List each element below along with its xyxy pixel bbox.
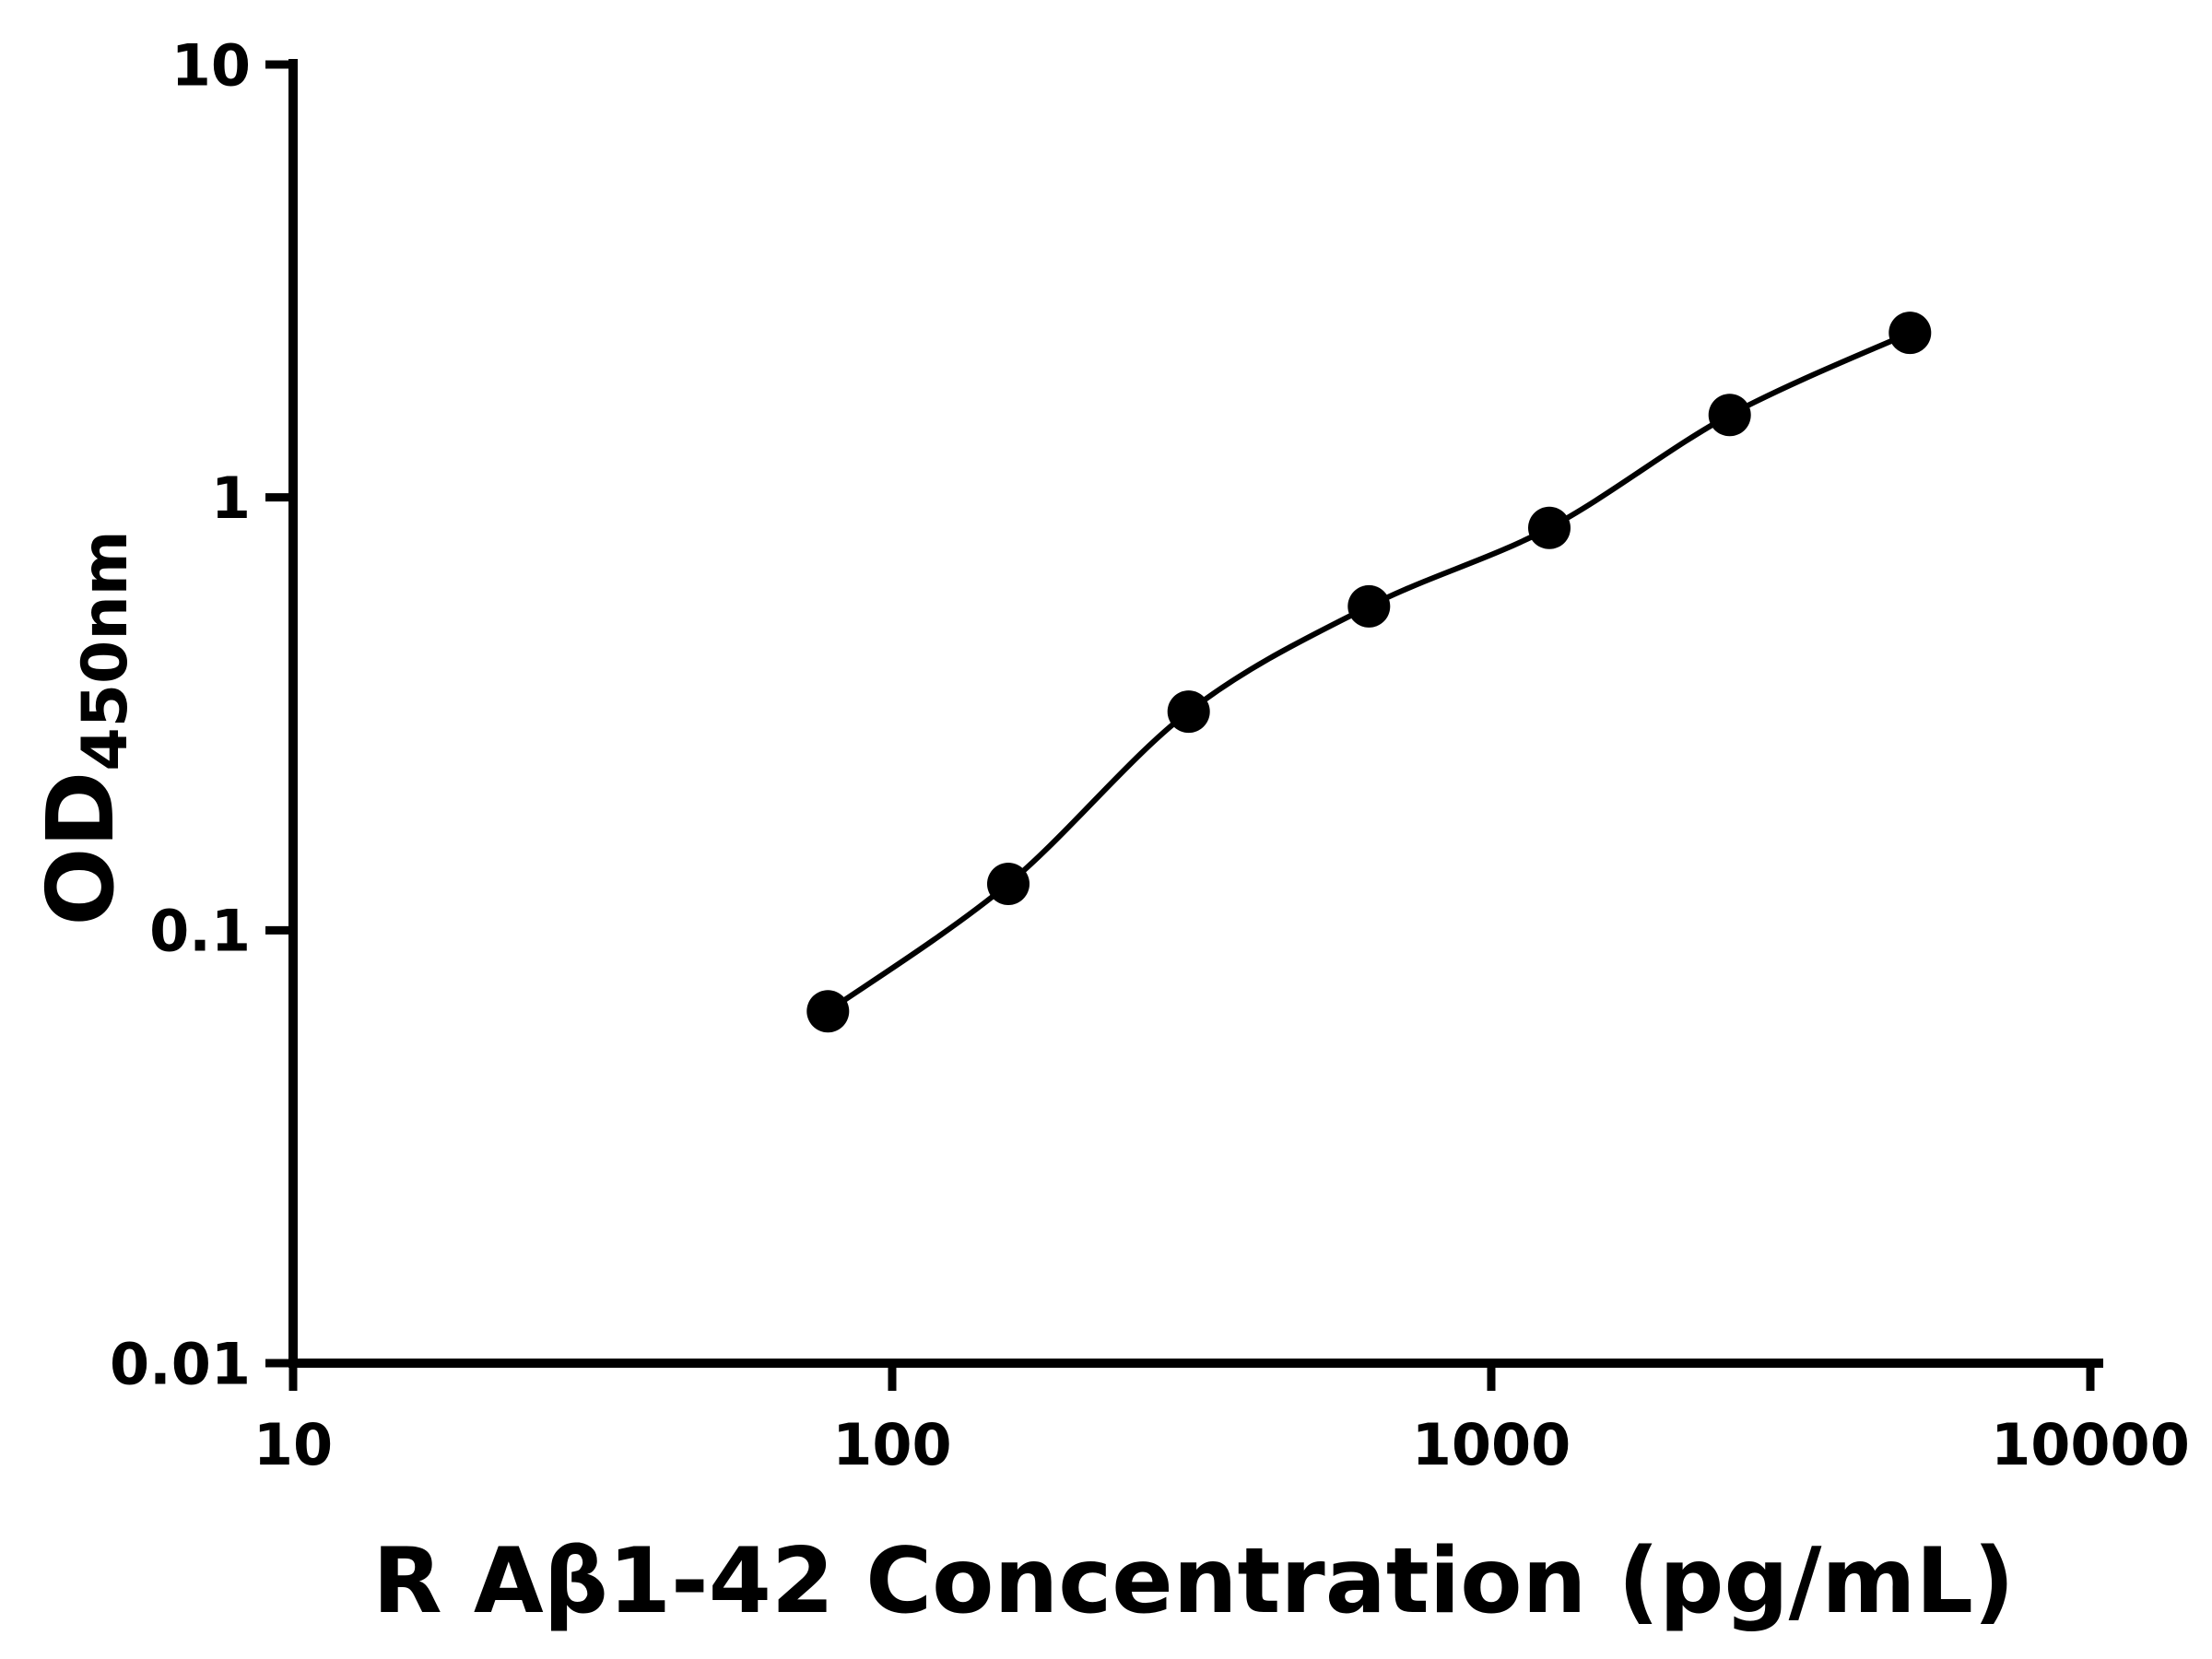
x-tick-label: 10000 bbox=[1991, 1411, 2190, 1478]
x-tick-label: 1000 bbox=[1412, 1411, 1571, 1478]
y-axis-title: OD450nm bbox=[27, 530, 142, 925]
data-point-marker bbox=[1347, 584, 1391, 628]
y-axis-title-subscript: 450nm bbox=[68, 530, 142, 771]
fit-curve bbox=[826, 330, 1912, 1014]
y-tick-label: 0.1 bbox=[149, 898, 251, 965]
data-point-marker bbox=[1167, 690, 1210, 734]
data-point-marker bbox=[1888, 312, 1932, 355]
y-tick-label: 0.01 bbox=[110, 1330, 251, 1397]
y-axis-title-main: OD bbox=[27, 771, 135, 926]
x-axis-title: R Aβ1-42 Concentration (pg/mL) bbox=[372, 1529, 2015, 1634]
y-tick-label: 10 bbox=[171, 31, 251, 99]
data-point-marker bbox=[1708, 394, 1751, 437]
x-tick-label: 100 bbox=[832, 1411, 951, 1478]
x-tick-label: 10 bbox=[253, 1411, 333, 1478]
data-point-marker bbox=[987, 863, 1030, 905]
y-tick-label: 1 bbox=[211, 465, 251, 532]
data-point-marker bbox=[806, 990, 850, 1033]
data-point-marker bbox=[1528, 506, 1571, 549]
